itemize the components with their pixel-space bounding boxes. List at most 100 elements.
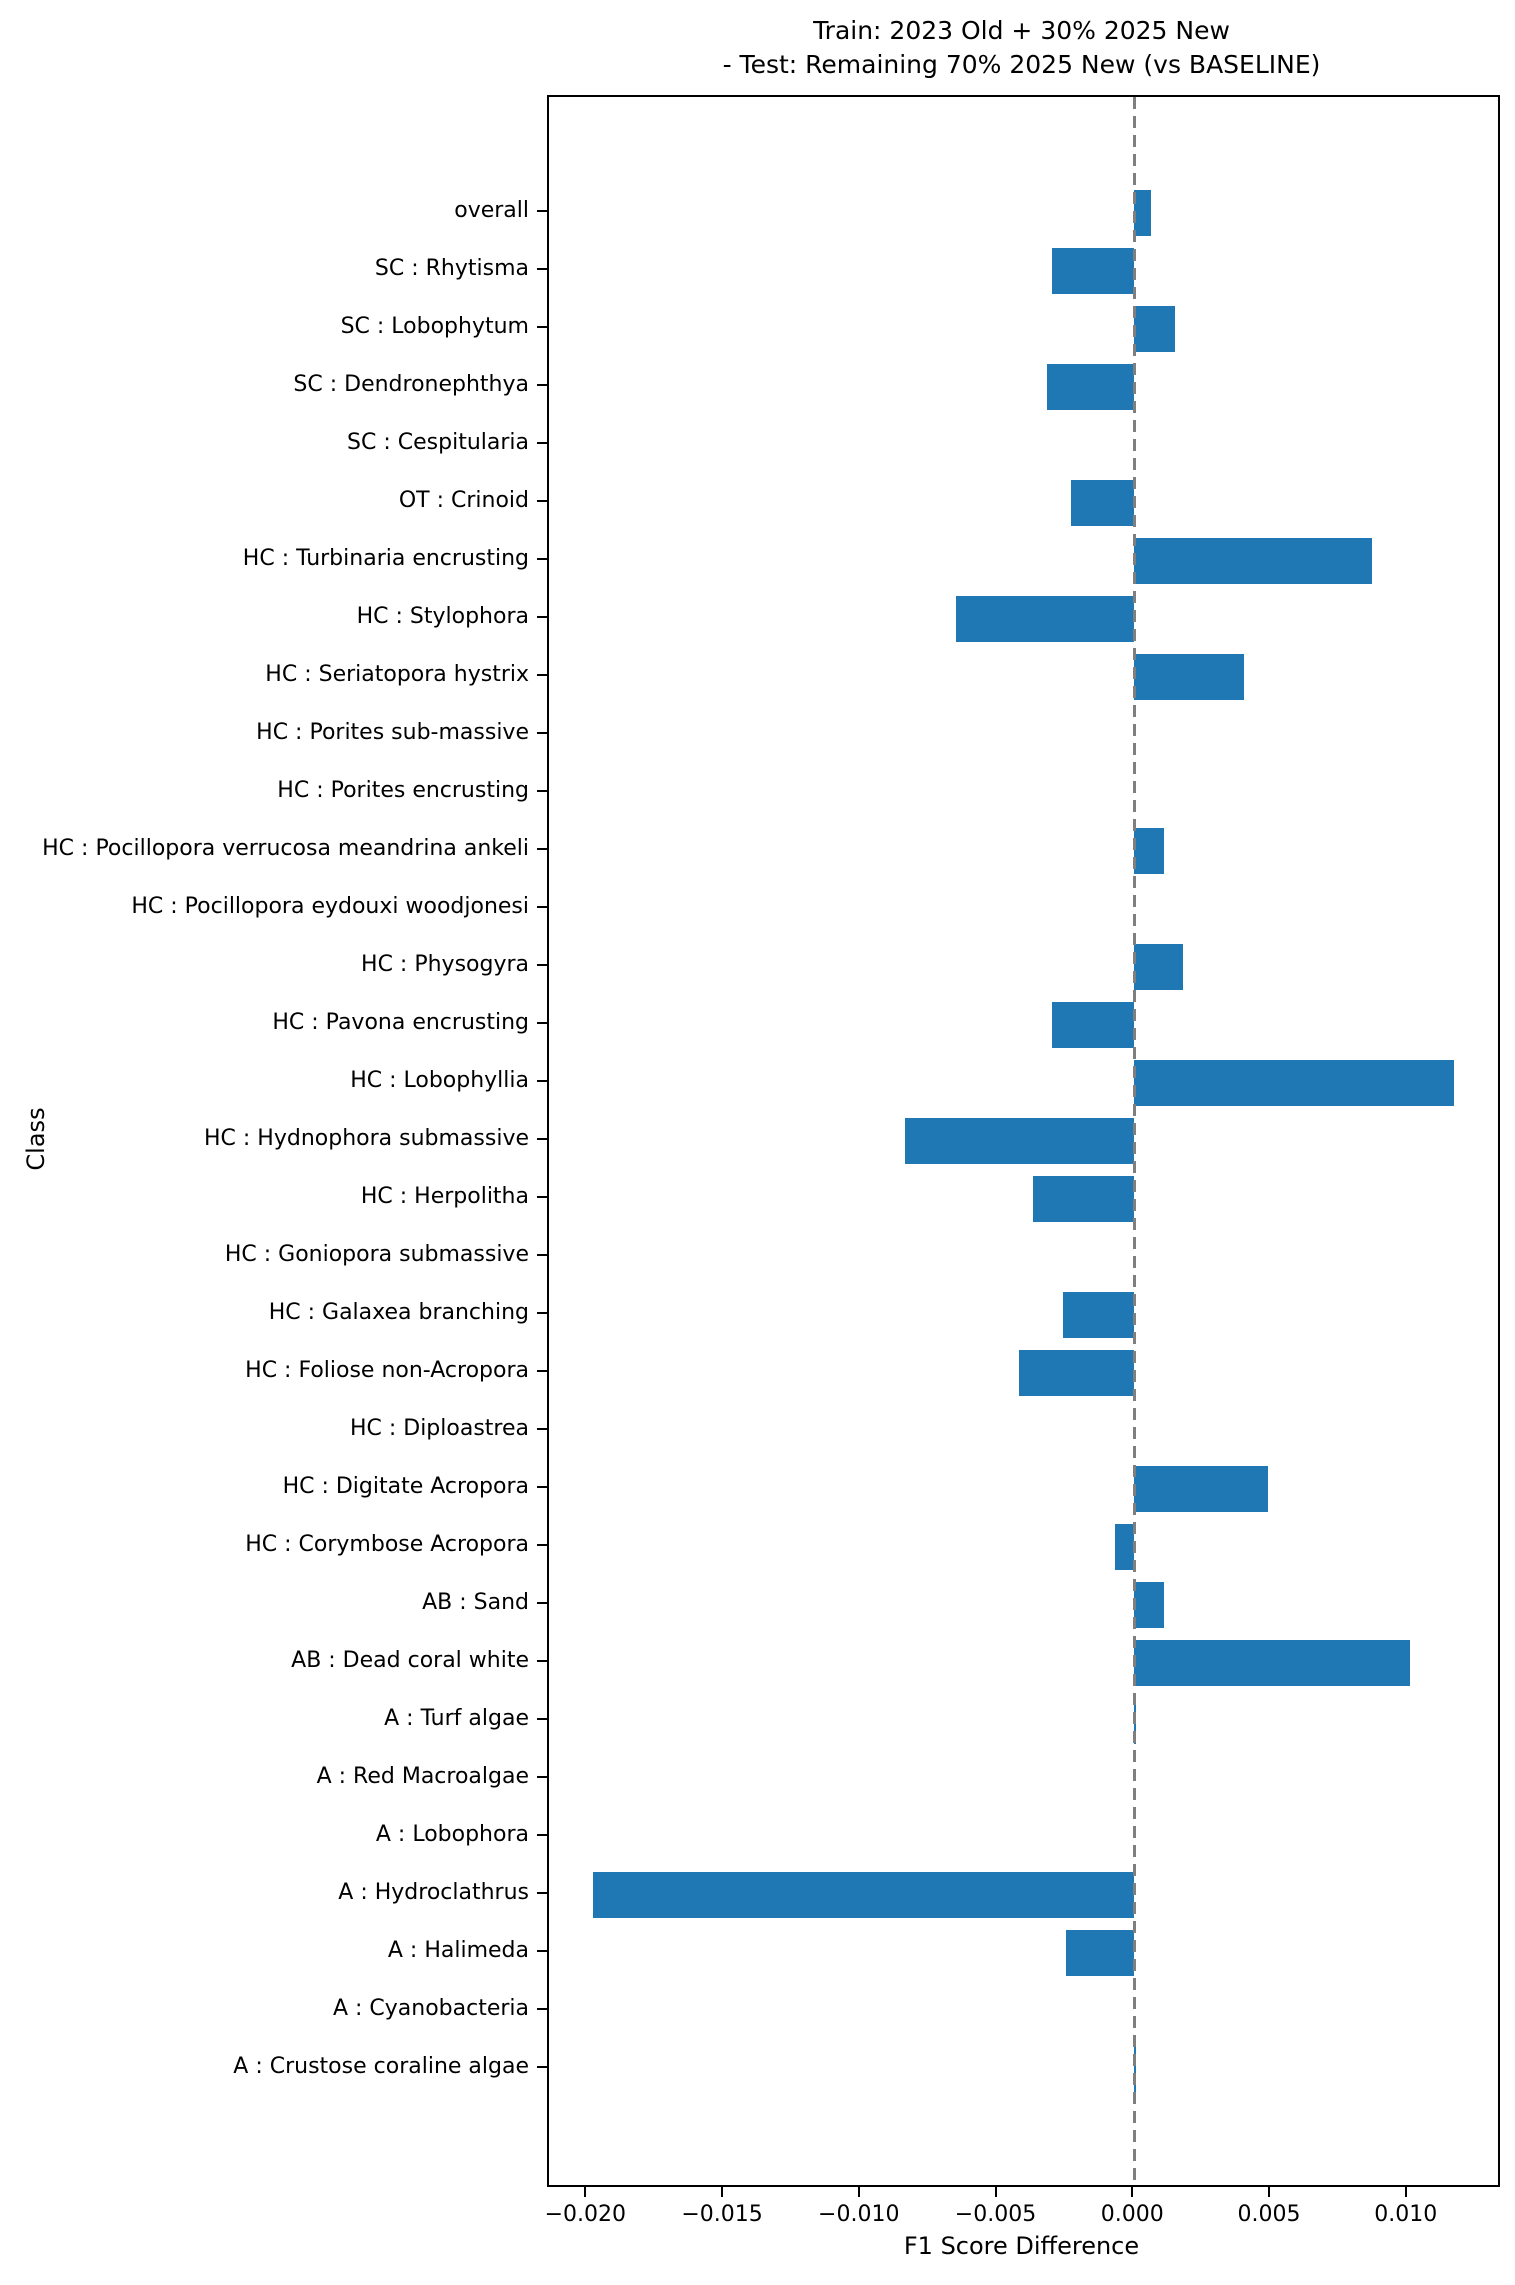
y-tick bbox=[537, 790, 547, 792]
y-tick bbox=[537, 1196, 547, 1198]
y-tick bbox=[537, 732, 547, 734]
bar bbox=[1134, 306, 1176, 352]
bar bbox=[1134, 1640, 1411, 1686]
y-tick-label: AB : Sand bbox=[422, 1590, 529, 1615]
x-tick bbox=[584, 2185, 587, 2197]
y-tick bbox=[537, 964, 547, 966]
y-tick-label: A : Lobophora bbox=[375, 1822, 529, 1847]
bar bbox=[1134, 828, 1165, 874]
x-tick bbox=[1131, 2185, 1134, 2197]
y-tick bbox=[537, 2066, 547, 2068]
bar bbox=[1046, 364, 1135, 410]
bar bbox=[1071, 480, 1135, 526]
y-tick bbox=[537, 1950, 547, 1952]
y-tick-label: SC : Lobophytum bbox=[340, 314, 529, 339]
y-tick bbox=[537, 268, 547, 270]
y-tick-label: HC : Pocillopora eydouxi woodjonesi bbox=[131, 894, 529, 919]
bar bbox=[1134, 654, 1244, 700]
y-tick-label: A : Crustose coraline algae bbox=[233, 2054, 529, 2079]
y-tick bbox=[537, 1138, 547, 1140]
y-tick-label: HC : Pocillopora verrucosa meandrina ank… bbox=[42, 836, 529, 861]
y-tick bbox=[537, 906, 547, 908]
y-tick-label: SC : Cespitularia bbox=[347, 430, 529, 455]
x-tick bbox=[721, 2185, 724, 2197]
bar bbox=[1134, 1582, 1165, 1628]
y-tick-label: HC : Seriatopora hystrix bbox=[265, 662, 529, 687]
y-tick bbox=[537, 1776, 547, 1778]
bar bbox=[1033, 1176, 1135, 1222]
y-tick bbox=[537, 1254, 547, 1256]
y-tick-label: HC : Porites sub-massive bbox=[256, 720, 529, 745]
bar bbox=[1063, 1292, 1135, 1338]
y-tick-label: HC : Foliose non-Acropora bbox=[245, 1358, 529, 1383]
y-tick-label: HC : Lobophyllia bbox=[350, 1068, 529, 1093]
y-tick-label: overall bbox=[454, 198, 529, 223]
x-tick-label: −0.020 bbox=[544, 2202, 626, 2227]
y-tick bbox=[537, 1370, 547, 1372]
chart-title-line1: Train: 2023 Old + 30% 2025 New bbox=[813, 16, 1230, 45]
y-tick bbox=[537, 616, 547, 618]
bar bbox=[1134, 1466, 1269, 1512]
x-tick bbox=[1404, 2185, 1407, 2197]
y-tick-label: SC : Dendronephthya bbox=[293, 372, 529, 397]
x-tick bbox=[994, 2185, 997, 2197]
y-tick bbox=[537, 1834, 547, 1836]
x-tick-label: −0.015 bbox=[681, 2202, 763, 2227]
y-tick bbox=[537, 1602, 547, 1604]
bar bbox=[1052, 248, 1135, 294]
y-tick bbox=[537, 2008, 547, 2010]
x-axis-label: F1 Score Difference bbox=[903, 2232, 1140, 2260]
y-tick bbox=[537, 1892, 547, 1894]
y-tick-label: HC : Goniopora submassive bbox=[224, 1242, 529, 1267]
bar bbox=[592, 1872, 1135, 1918]
bar bbox=[1019, 1350, 1135, 1396]
x-tick-label: 0.010 bbox=[1374, 2202, 1438, 2227]
y-tick-label: HC : Herpolitha bbox=[360, 1184, 529, 1209]
y-tick-label: A : Turf algae bbox=[384, 1706, 529, 1731]
y-tick bbox=[537, 1544, 547, 1546]
bar bbox=[1134, 944, 1184, 990]
y-tick bbox=[537, 210, 547, 212]
y-tick bbox=[537, 1660, 547, 1662]
x-tick bbox=[1268, 2185, 1270, 2197]
y-tick-label: HC : Turbinaria encrusting bbox=[242, 546, 529, 571]
x-tick-label: −0.005 bbox=[954, 2202, 1037, 2227]
y-tick-label: HC : Galaxea branching bbox=[268, 1300, 529, 1325]
zero-reference-line bbox=[1132, 97, 1136, 2185]
bar bbox=[956, 596, 1135, 642]
y-tick-label: HC : Porites encrusting bbox=[277, 778, 529, 803]
y-tick bbox=[537, 674, 547, 676]
bar bbox=[1052, 1002, 1135, 1048]
y-tick bbox=[537, 558, 547, 560]
bar bbox=[1134, 190, 1151, 236]
y-tick-label: HC : Physogyra bbox=[361, 952, 529, 977]
y-tick bbox=[537, 384, 547, 386]
y-tick-label: HC : Diploastrea bbox=[349, 1416, 529, 1441]
y-tick-label: HC : Stylophora bbox=[356, 604, 529, 629]
y-tick-label: AB : Dead coral white bbox=[291, 1648, 529, 1673]
y-tick-label: HC : Pavona encrusting bbox=[272, 1010, 529, 1035]
y-axis-label: Class bbox=[22, 1107, 50, 1171]
y-tick bbox=[537, 1022, 547, 1024]
y-tick bbox=[537, 500, 547, 502]
bar bbox=[1134, 538, 1373, 584]
chart-title-line2: - Test: Remaining 70% 2025 New (vs BASEL… bbox=[722, 50, 1321, 79]
x-tick bbox=[857, 2185, 860, 2197]
y-tick-label: A : Halimeda bbox=[387, 1938, 529, 1963]
y-tick bbox=[537, 1428, 547, 1430]
y-tick-label: A : Hydroclathrus bbox=[338, 1880, 529, 1905]
y-tick-label: A : Red Macroalgae bbox=[316, 1764, 529, 1789]
x-tick-label: 0.005 bbox=[1237, 2202, 1301, 2227]
y-tick bbox=[537, 1080, 547, 1082]
y-tick bbox=[537, 1312, 547, 1314]
x-tick-label: 0.000 bbox=[1100, 2202, 1164, 2227]
y-tick-label: A : Cyanobacteria bbox=[332, 1996, 529, 2021]
bar bbox=[904, 1118, 1135, 1164]
bar bbox=[1134, 1060, 1455, 1106]
bar bbox=[1115, 1524, 1135, 1570]
y-tick bbox=[537, 1718, 547, 1720]
y-tick-label: OT : Crinoid bbox=[398, 488, 529, 513]
y-tick bbox=[537, 326, 547, 328]
y-tick-label: HC : Corymbose Acropora bbox=[245, 1532, 529, 1557]
